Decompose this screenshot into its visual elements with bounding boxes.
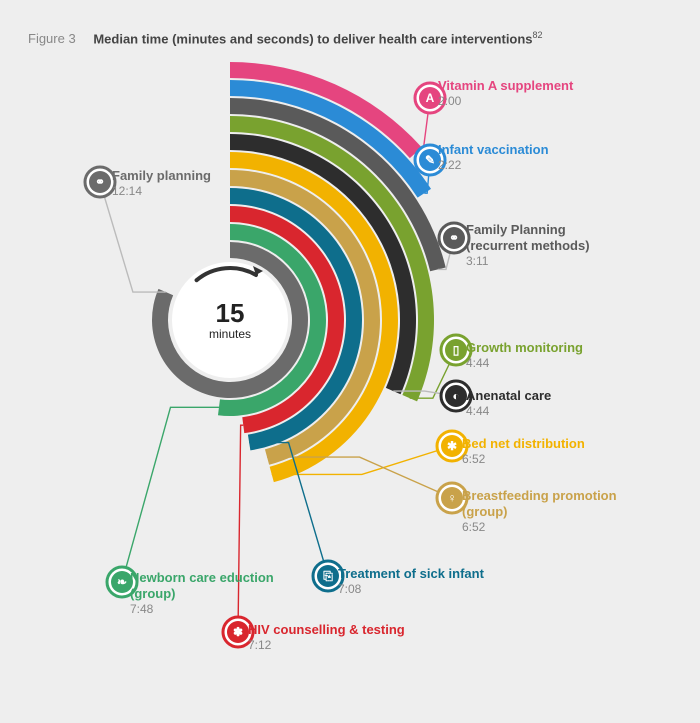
label-sick-infant: Treatment of sick infant7:08	[338, 566, 484, 596]
svg-text:minutes: minutes	[209, 327, 251, 341]
svg-text:▯: ▯	[453, 343, 460, 357]
label-time: 7:08	[338, 582, 484, 597]
label-time: 6:52	[462, 520, 622, 535]
radial-chart: 15minutes A ✎ ⚭ ▯ ◐ ✱ ♀ ⎘ ✽ ❧ ⚭	[0, 0, 700, 723]
label-anenatal: Anenatal care4:44	[466, 388, 551, 418]
leader-newborn-edu	[122, 407, 219, 582]
family-plan-icon: ⚭	[85, 167, 115, 197]
svg-text:✎: ✎	[425, 153, 435, 167]
label-name: Anenatal care	[466, 388, 551, 404]
label-name: Infant vaccination	[438, 142, 549, 158]
label-time: 2:00	[438, 94, 573, 109]
label-name: Newborn care eduction (group)	[130, 570, 290, 602]
svg-text:✽: ✽	[233, 625, 243, 639]
label-time: 12:14	[112, 184, 211, 199]
label-time: 4:44	[466, 356, 583, 371]
svg-text:✱: ✱	[447, 439, 457, 453]
label-name: Family planning	[112, 168, 211, 184]
svg-text:⚭: ⚭	[449, 231, 459, 245]
label-name: Vitamin A supplement	[438, 78, 573, 94]
label-breastfeed: Breastfeeding promotion (group)6:52	[462, 488, 622, 534]
label-time: 2:22	[438, 158, 549, 173]
svg-text:◐: ◐	[452, 389, 459, 403]
svg-text:⎘: ⎘	[323, 569, 333, 583]
label-hiv: HIV counselling & testing7:12	[248, 622, 405, 652]
label-newborn-edu: Newborn care eduction (group)7:48	[130, 570, 290, 616]
label-time: 6:52	[462, 452, 585, 467]
label-infant-vacc: Infant vaccination2:22	[438, 142, 549, 172]
label-name: Treatment of sick infant	[338, 566, 484, 582]
label-bednet: Bed net distribution6:52	[462, 436, 585, 466]
label-family-plan: Family planning12:14	[112, 168, 211, 198]
label-growth: Growth monitoring4:44	[466, 340, 583, 370]
svg-text:⚭: ⚭	[95, 175, 105, 189]
label-name: Growth monitoring	[466, 340, 583, 356]
svg-text:A: A	[426, 91, 435, 105]
label-name: HIV counselling & testing	[248, 622, 405, 638]
svg-text:❧: ❧	[117, 575, 127, 589]
label-name: Bed net distribution	[462, 436, 585, 452]
svg-text:15: 15	[216, 298, 245, 328]
label-name: Breastfeeding promotion (group)	[462, 488, 622, 520]
leader-family-plan	[100, 182, 166, 292]
label-vitamin-a: Vitamin A supplement2:00	[438, 78, 573, 108]
svg-text:♀: ♀	[448, 491, 457, 505]
fp-recurrent-icon: ⚭	[439, 223, 469, 253]
label-time: 3:11	[466, 254, 626, 269]
label-time: 7:48	[130, 602, 290, 617]
label-name: Family Planning (recurrent methods)	[466, 222, 626, 254]
label-time: 4:44	[466, 404, 551, 419]
label-fp-recurrent: Family Planning (recurrent methods)3:11	[466, 222, 626, 268]
label-time: 7:12	[248, 638, 405, 653]
